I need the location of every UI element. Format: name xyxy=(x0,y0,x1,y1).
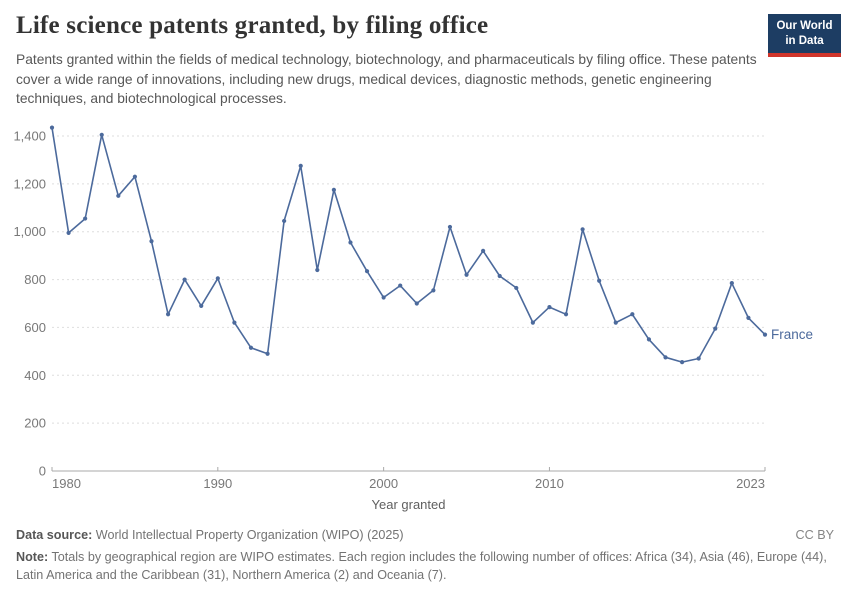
owid-logo-line2: in Data xyxy=(785,34,824,47)
owid-logo[interactable]: Our World in Data xyxy=(768,14,841,57)
data-point[interactable] xyxy=(99,132,104,137)
x-tick-label: 1980 xyxy=(52,476,81,491)
data-point[interactable] xyxy=(746,315,751,320)
data-source-text: World Intellectual Property Organization… xyxy=(92,528,404,542)
data-point[interactable] xyxy=(530,320,535,325)
data-point[interactable] xyxy=(49,125,55,130)
y-tick-label: 400 xyxy=(24,368,46,383)
y-tick-label: 600 xyxy=(24,320,46,335)
data-point[interactable] xyxy=(514,285,519,291)
data-point[interactable] xyxy=(613,320,618,325)
chart-subtitle: Patents granted within the fields of med… xyxy=(16,52,757,107)
data-point[interactable] xyxy=(248,345,254,350)
x-tick-label: 2010 xyxy=(535,476,564,491)
data-point[interactable] xyxy=(447,224,453,230)
data-point[interactable] xyxy=(762,332,768,337)
x-tick-label: 2000 xyxy=(369,476,398,491)
data-point[interactable] xyxy=(182,277,187,282)
data-point[interactable] xyxy=(132,174,138,179)
data-point[interactable] xyxy=(348,240,353,245)
data-point[interactable] xyxy=(331,187,336,192)
data-point[interactable] xyxy=(679,360,685,365)
data-point[interactable] xyxy=(663,355,668,360)
owid-logo-line1: Our World xyxy=(776,20,833,32)
data-source-label: Data source: xyxy=(16,528,93,542)
data-point[interactable] xyxy=(232,320,237,325)
series-label-france[interactable]: France xyxy=(771,327,813,342)
series-line-france[interactable] xyxy=(51,126,766,363)
data-point[interactable] xyxy=(597,278,602,283)
data-point[interactable] xyxy=(398,283,403,288)
data-point[interactable] xyxy=(729,281,734,286)
data-point[interactable] xyxy=(580,227,585,232)
data-point[interactable] xyxy=(381,295,386,300)
data-point[interactable] xyxy=(497,273,502,279)
data-point[interactable] xyxy=(215,276,220,281)
x-tick-label: 2023 xyxy=(736,476,765,491)
data-point[interactable] xyxy=(464,272,469,277)
data-point[interactable] xyxy=(149,239,154,244)
data-point[interactable] xyxy=(630,312,635,317)
chart-header: Life science patents granted, by filing … xyxy=(16,12,834,109)
data-point[interactable] xyxy=(713,326,718,331)
data-point[interactable] xyxy=(646,337,652,342)
data-point[interactable] xyxy=(481,248,486,253)
note-label: Note: xyxy=(16,550,49,565)
chart-footer: Data source: World Intellectual Property… xyxy=(16,527,834,584)
data-point[interactable] xyxy=(165,312,171,317)
data-point[interactable] xyxy=(83,216,88,221)
license-badge[interactable]: CC BY xyxy=(795,528,835,542)
data-point[interactable] xyxy=(298,163,303,169)
data-point[interactable] xyxy=(364,269,370,274)
x-axis-title: Year granted xyxy=(372,497,446,512)
data-point[interactable] xyxy=(563,312,569,317)
data-point[interactable] xyxy=(116,193,121,198)
y-tick-label: 800 xyxy=(24,272,46,287)
y-tick-label: 1,000 xyxy=(13,224,46,239)
data-point[interactable] xyxy=(282,218,287,224)
chart-area: 0 200 400 600 800 1,000 1,200 1,400 1980 1990 2000… xyxy=(0,110,850,520)
y-tick-label: 1,400 xyxy=(13,129,46,144)
data-source-line: Data source: World Intellectual Property… xyxy=(16,527,404,544)
y-tick-label: 0 xyxy=(39,464,46,479)
x-tick-label: 1990 xyxy=(203,476,232,491)
note-line: Note: Totals by geographical region are … xyxy=(16,550,827,581)
y-tick-label: 200 xyxy=(24,416,46,431)
page-title: Life science patents granted, by filing … xyxy=(16,12,489,39)
data-point[interactable] xyxy=(199,303,204,308)
data-point[interactable] xyxy=(696,356,701,361)
note-text: Totals by geographical region are WIPO e… xyxy=(16,550,827,582)
y-tick-label: 1,200 xyxy=(13,176,46,191)
data-point[interactable] xyxy=(265,351,270,356)
data-point[interactable] xyxy=(547,304,552,310)
data-point[interactable] xyxy=(431,288,436,293)
data-point[interactable] xyxy=(66,230,71,236)
line-chart[interactable]: 0 200 400 600 800 1,000 1,200 1,400 1980 1990 2000… xyxy=(0,110,850,520)
data-point[interactable] xyxy=(414,301,419,306)
data-point[interactable] xyxy=(315,267,320,273)
